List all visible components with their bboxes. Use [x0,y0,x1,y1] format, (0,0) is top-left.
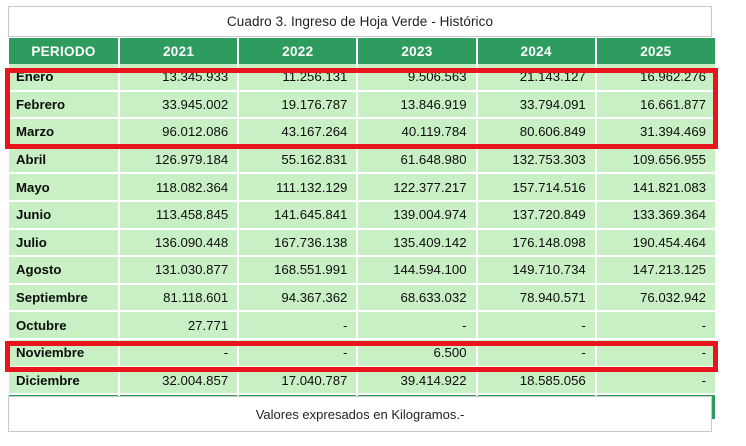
cell-2022: 17.040.787 [238,366,359,396]
cell-2024: - [476,311,597,340]
cell-2024: 80.606.849 [476,118,597,147]
cell-2022: 111.132.129 [238,173,359,202]
row-label: Octubre [9,311,120,340]
column-header-2022: 2022 [238,38,359,64]
cell-2025: 16.661.877 [595,90,715,120]
row-label: Noviembre [9,338,120,368]
table-row: Diciembre 32.004.857 17.040.787 39.414.9… [9,366,715,396]
cell-2022: - [238,338,359,368]
table-row: Mayo 118.082.364 111.132.129 122.377.217… [9,173,715,202]
cell-2025: - [595,311,715,340]
cell-2022: 19.176.787 [238,90,359,120]
table-row: Febrero 33.945.002 19.176.787 13.846.919… [9,90,715,120]
cell-2022: 167.736.138 [238,228,359,258]
cell-2025: 109.656.955 [595,145,715,175]
cell-2021: 126.979.184 [119,145,240,175]
cell-2024: - [476,338,597,368]
row-label: Enero [9,64,120,92]
cell-2023: 135.409.142 [357,228,478,258]
row-label: Agosto [9,256,120,285]
table-row: Abril 126.979.184 55.162.831 61.648.980 … [9,145,715,175]
cell-2024: 33.794.091 [476,90,597,120]
table-row: Agosto 131.030.877 168.551.991 144.594.1… [9,256,715,285]
cell-2022: 168.551.991 [238,256,359,285]
row-label: Mayo [9,173,120,202]
cell-2025: 147.213.125 [595,256,715,285]
cell-2022: 94.367.362 [238,283,359,313]
table-row: Noviembre - - 6.500 - - [9,338,715,368]
cell-2024: 137.720.849 [476,200,597,230]
row-label: Julio [9,228,120,258]
cell-2025: 190.454.464 [595,228,715,258]
cell-2021: 96.012.086 [119,118,240,147]
cell-2022: 43.167.264 [238,118,359,147]
cell-2023: - [357,311,478,340]
table-title-box: Cuadro 3. Ingreso de Hoja Verde - Histór… [8,6,712,37]
table-row: Junio 113.458.845 141.645.841 139.004.97… [9,200,715,230]
cell-2025: 31.394.469 [595,118,715,147]
cell-2024: 176.148.098 [476,228,597,258]
cell-2024: 149.710.734 [476,256,597,285]
cell-2022: 11.256.131 [238,64,359,92]
cell-2021: 33.945.002 [119,90,240,120]
cell-2023: 139.004.974 [357,200,478,230]
row-label: Junio [9,200,120,230]
cell-2023: 39.414.922 [357,366,478,396]
cell-2025: - [595,338,715,368]
table-header-row: PERIODO 2021 2022 2023 2024 2025 [9,38,715,64]
cell-2025: 141.821.083 [595,173,715,202]
table-row: Enero 13.345.933 11.256.131 9.506.563 21… [9,64,715,92]
cell-2024: 18.585.056 [476,366,597,396]
table-row: Marzo 96.012.086 43.167.264 40.119.784 8… [9,118,715,147]
cell-2022: 141.645.841 [238,200,359,230]
row-label: Marzo [9,118,120,147]
column-header-2023: 2023 [357,38,478,64]
cell-2024: 78.940.571 [476,283,597,313]
row-label: Abril [9,145,120,175]
cell-2021: - [119,338,240,368]
cell-2024: 132.753.303 [476,145,597,175]
cell-2023: 61.648.980 [357,145,478,175]
cell-2023: 122.377.217 [357,173,478,202]
cell-2021: 113.458.845 [119,200,240,230]
cell-2023: 6.500 [357,338,478,368]
cell-2025: - [595,366,715,396]
table-row: Julio 136.090.448 167.736.138 135.409.14… [9,228,715,258]
cell-2025: 133.369.364 [595,200,715,230]
column-header-2025: 2025 [595,38,715,64]
page-title: Cuadro 3. Ingreso de Hoja Verde - Histór… [226,14,494,29]
cell-2023: 9.506.563 [357,64,478,92]
cell-2021: 131.030.877 [119,256,240,285]
cell-2021: 136.090.448 [119,228,240,258]
column-header-period: PERIODO [9,38,120,64]
cell-2021: 81.118.601 [119,283,240,313]
cell-2022: - [238,311,359,340]
cell-2023: 40.119.784 [357,118,478,147]
cell-2023: 144.594.100 [357,256,478,285]
cell-2021: 13.345.933 [119,64,240,92]
cell-2023: 68.633.032 [357,283,478,313]
table-row: Octubre 27.771 - - - - [9,311,715,340]
cell-2025: 16.962.276 [595,64,715,92]
cell-2021: 32.004.857 [119,366,240,396]
row-label: Febrero [9,90,120,120]
column-header-2021: 2021 [119,38,240,64]
historical-data-table: PERIODO 2021 2022 2023 2024 2025 Enero 1… [9,38,715,420]
cell-2021: 27.771 [119,311,240,340]
cell-2023: 13.846.919 [357,90,478,120]
cell-2024: 157.714.516 [476,173,597,202]
column-header-2024: 2024 [476,38,597,64]
row-label: Diciembre [9,366,120,396]
footer-note: Valores expresados en Kilogramos.- [255,406,465,422]
cell-2024: 21.143.127 [476,64,597,92]
table-footer-box: Valores expresados en Kilogramos.- [8,396,712,432]
cell-2022: 55.162.831 [238,145,359,175]
table-row: Septiembre 81.118.601 94.367.362 68.633.… [9,283,715,313]
cell-2025: 76.032.942 [595,283,715,313]
row-label: Septiembre [9,283,120,313]
cell-2021: 118.082.364 [119,173,240,202]
